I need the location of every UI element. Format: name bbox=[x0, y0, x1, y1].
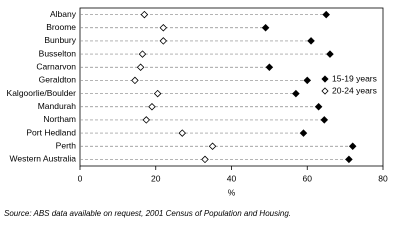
hollow-dot bbox=[159, 23, 168, 32]
hollow-dot bbox=[178, 129, 187, 137]
x-tick-label: 40 bbox=[227, 173, 237, 183]
hollow-dot bbox=[153, 89, 162, 98]
chart: Source: ABS data available on request, 2… bbox=[4, 7, 388, 218]
filled-dot bbox=[303, 76, 312, 85]
source-note: Source: ABS data available on request, 2… bbox=[4, 209, 291, 218]
filled-dot bbox=[348, 142, 357, 151]
legend-marker bbox=[321, 87, 329, 95]
y-tick-label: Perth bbox=[56, 141, 77, 151]
hollow-dot bbox=[140, 10, 149, 19]
filled-dot bbox=[261, 23, 270, 32]
y-tick-label: Kalgoorlie/Boulder bbox=[7, 88, 77, 98]
x-tick-label: 80 bbox=[378, 173, 388, 183]
hollow-dot bbox=[136, 63, 145, 72]
legend-label: 15-19 years bbox=[332, 73, 377, 83]
y-tick-label: Northam bbox=[43, 114, 76, 124]
legend-marker bbox=[321, 75, 329, 83]
y-tick-label: Bunbury bbox=[44, 35, 76, 45]
hollow-dot bbox=[142, 116, 151, 124]
hollow-dot bbox=[148, 102, 156, 111]
filled-dot bbox=[265, 63, 274, 72]
y-tick-label: Carnarvon bbox=[36, 62, 76, 72]
y-tick-label: Port Hedland bbox=[26, 127, 76, 137]
x-tick-label: 0 bbox=[78, 173, 83, 183]
x-tick-label: 20 bbox=[151, 173, 161, 183]
filled-dot bbox=[307, 37, 315, 45]
hollow-dot bbox=[138, 50, 147, 58]
y-tick-label: Western Australia bbox=[10, 154, 77, 164]
hollow-dot bbox=[208, 142, 217, 151]
filled-dot bbox=[320, 116, 329, 124]
filled-dot bbox=[292, 89, 300, 98]
filled-dot bbox=[345, 155, 353, 164]
x-tick-label: 60 bbox=[303, 173, 313, 183]
hollow-dot bbox=[201, 155, 209, 164]
y-tick-label: Geraldton bbox=[39, 75, 77, 85]
hollow-dot bbox=[159, 37, 168, 45]
x-axis-label: % bbox=[228, 187, 236, 197]
filled-dot bbox=[322, 10, 330, 19]
y-tick-label: Busselton bbox=[39, 48, 77, 58]
legend-label: 20-24 years bbox=[332, 85, 377, 95]
filled-dot bbox=[299, 129, 308, 137]
y-tick-label: Mandurah bbox=[38, 101, 77, 111]
filled-dot bbox=[326, 50, 334, 58]
filled-dot bbox=[314, 102, 323, 111]
y-tick-label: Albany bbox=[50, 9, 77, 19]
y-tick-label: Broome bbox=[46, 22, 76, 32]
hollow-dot bbox=[131, 76, 139, 85]
